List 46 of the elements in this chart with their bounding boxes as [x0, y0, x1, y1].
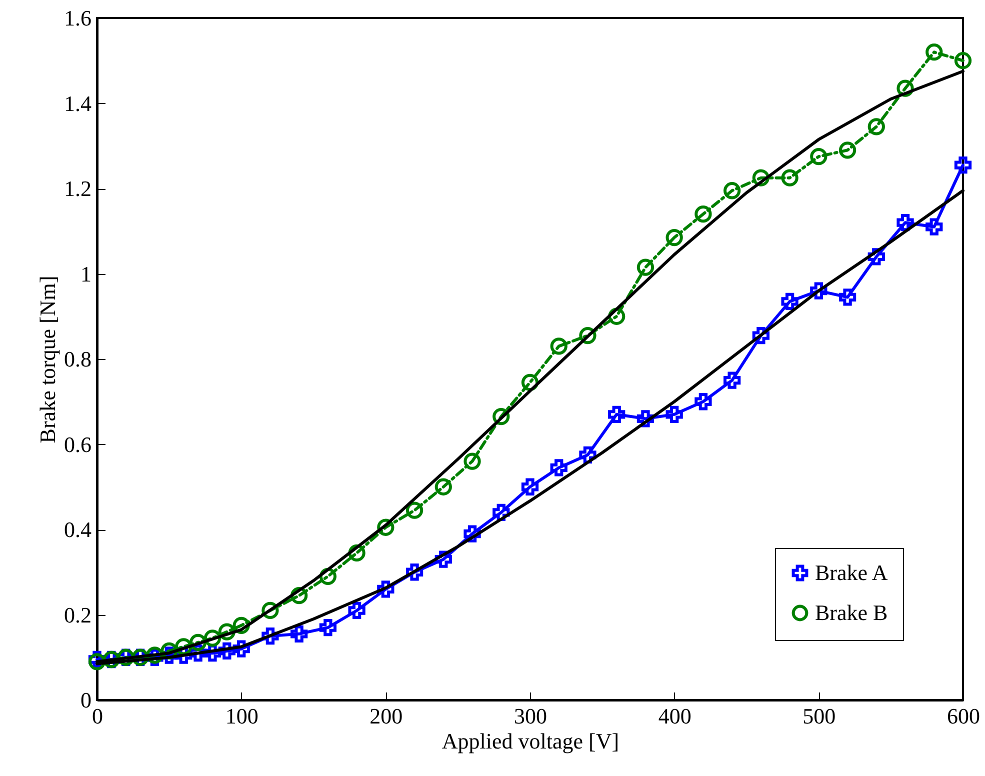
point: [290, 625, 308, 642]
point: [666, 228, 683, 246]
x-axis-title: Applied voltage [V]: [442, 728, 620, 754]
x-tick-label: 400: [658, 704, 692, 728]
point: [723, 372, 741, 389]
y-tick-label: 1.4: [64, 90, 92, 116]
point: [666, 406, 683, 423]
point: [608, 406, 626, 423]
x-tick-label: 600: [947, 704, 980, 728]
y-tick-label: 1: [80, 261, 92, 286]
point: [550, 338, 568, 355]
point: [954, 156, 972, 174]
y-tick-label: 0.6: [64, 432, 92, 457]
y-tick-label: 1.6: [64, 6, 92, 30]
point: [348, 602, 366, 620]
point: [464, 452, 481, 470]
x-tick-label: 200: [370, 704, 403, 728]
point: [810, 148, 828, 166]
y-tick-label: 0: [80, 688, 92, 712]
legend-label: Brake B: [815, 600, 888, 625]
legend-label: Brake A: [815, 560, 888, 585]
y-tick-label: 1.2: [64, 176, 92, 201]
point: [954, 52, 972, 70]
point: [636, 258, 654, 276]
y-tick-label: 0.8: [64, 346, 92, 372]
point: [838, 142, 856, 159]
y-axis-title: Brake torque [Nm]: [35, 276, 60, 444]
point: [723, 182, 741, 200]
point: [521, 478, 539, 496]
point: [926, 44, 943, 61]
point: [781, 169, 798, 186]
point: [694, 393, 712, 410]
y-tick-label: 0.4: [64, 517, 92, 542]
point: [926, 218, 943, 236]
point: [406, 502, 424, 519]
point: [694, 206, 712, 223]
point: [868, 118, 885, 136]
point: [319, 618, 337, 636]
y-tick-label: 0.2: [64, 602, 92, 628]
point: [550, 459, 568, 476]
x-tick-label: 500: [802, 704, 836, 728]
point: [781, 292, 798, 310]
point: [838, 288, 856, 306]
x-tick-label: 300: [514, 704, 547, 728]
x-tick-label: 100: [225, 704, 258, 728]
point: [434, 478, 452, 496]
